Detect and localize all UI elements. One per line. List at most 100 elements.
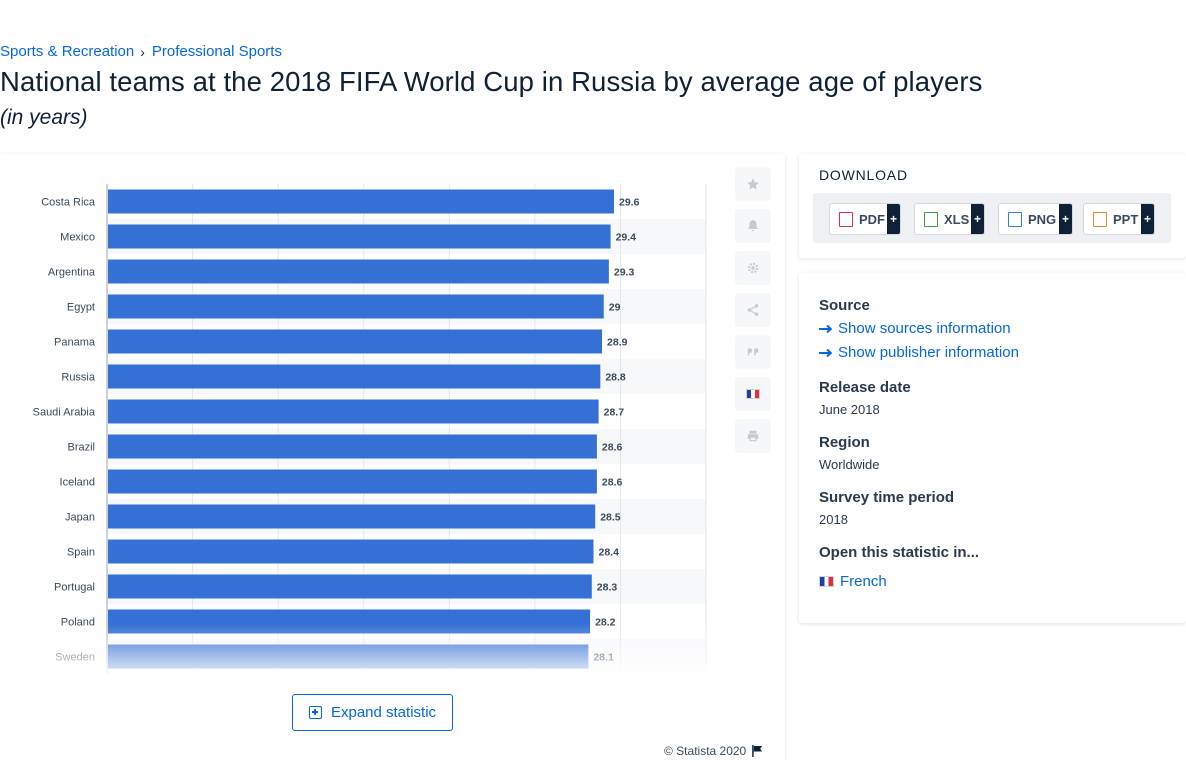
value-label: 29.3 [614,267,635,279]
page-subtitle: (in years) [0,106,88,129]
download-ppt-label: PPT [1113,211,1139,227]
download-ppt-plus[interactable]: + [1141,204,1154,234]
page-title: National teams at the 2018 FIFA World Cu… [0,66,983,97]
bar[interactable] [108,469,597,494]
category-label: Poland [61,617,95,629]
bar[interactable] [108,364,601,389]
share-icon[interactable] [735,293,771,327]
png-icon [1008,211,1022,227]
bar[interactable] [108,259,609,284]
value-label: 29.6 [619,197,640,209]
bell-icon[interactable] [735,209,771,243]
bar[interactable] [108,294,604,319]
download-panel: DOWNLOAD PDF + XLS + PNG + PPT + [799,154,1186,258]
value-label: 28.3 [597,582,618,594]
category-label: Argentina [48,267,96,279]
show-sources-label: Show sources information [838,320,1011,337]
arrow-right-icon [819,324,833,333]
download-ppt-button[interactable]: PPT + [1083,203,1155,235]
bar[interactable] [108,644,589,669]
star-icon[interactable] [735,167,771,201]
download-buttons: PDF + XLS + PNG + PPT + [813,193,1171,243]
open-in-label: Open this statistic in... [819,544,980,561]
category-label: Brazil [67,442,95,454]
bar[interactable] [108,399,599,424]
bar[interactable] [108,574,592,599]
download-xls-label: XLS [944,211,970,227]
flag-report-icon[interactable] [752,745,763,757]
value-label: 28.7 [604,407,625,419]
survey-period-label: Survey time period [819,489,955,506]
statistic-details-panel: Source Show sources information Show pub… [799,273,1186,623]
download-png-plus[interactable]: + [1059,204,1072,234]
bar[interactable] [108,329,603,354]
bar[interactable] [108,224,611,249]
breadcrumb: Sports & Recreation › Professional Sport… [0,43,282,60]
category-label: Saudi Arabia [33,407,96,419]
category-label: Panama [54,337,96,349]
download-xls-plus[interactable]: + [971,204,984,234]
pdf-icon [839,211,853,227]
print-icon[interactable] [735,419,771,453]
value-label: 28.5 [600,512,621,524]
download-png-label: PNG [1028,211,1057,227]
expand-statistic-label: Expand statistic [330,704,437,721]
value-label: 28.9 [607,337,628,349]
gear-icon[interactable] [735,251,771,285]
download-pdf-plus[interactable]: + [887,204,900,234]
download-xls-button[interactable]: XLS + [914,203,985,235]
breadcrumb-professional-sports[interactable]: Professional Sports [151,43,282,60]
region-label: Region [819,434,870,451]
open-french-label: French [840,573,887,590]
bar[interactable] [108,539,594,564]
french-flag-icon[interactable] [735,377,771,411]
source-label: Source [819,297,870,314]
download-png-button[interactable]: PNG + [998,203,1073,235]
expand-plus-icon [308,706,322,719]
value-label: 28.1 [593,652,614,664]
show-sources-link[interactable]: Show sources information [819,320,1011,337]
xls-icon [924,211,938,227]
value-label: 28.8 [605,372,626,384]
value-label: 29 [609,302,621,314]
category-label: Egypt [67,302,95,314]
category-label: Spain [67,547,95,559]
ppt-icon [1093,211,1107,227]
chart-toolbar [735,167,773,461]
quote-icon[interactable] [735,335,771,369]
show-publisher-link[interactable]: Show publisher information [819,344,1019,361]
value-label: 28.6 [602,477,623,489]
category-label: Portugal [54,582,95,594]
french-flag-icon [819,576,834,587]
category-label: Iceland [60,477,95,489]
value-label: 28.2 [595,617,616,629]
release-date-value: June 2018 [819,402,880,417]
category-label: Costa Rica [41,197,96,209]
copyright-text: © Statista 2020 [664,744,747,758]
category-label: Russia [61,372,96,384]
expand-statistic-button[interactable]: Expand statistic [292,694,453,731]
copyright: © Statista 2020 [664,744,763,758]
bar[interactable] [108,189,614,214]
category-label: Sweden [55,652,95,664]
value-label: 28.4 [598,547,619,559]
value-label: 29.4 [616,232,637,244]
category-label: Mexico [60,232,95,244]
open-french-link[interactable]: French [819,573,887,590]
category-label: Japan [65,512,95,524]
breadcrumb-separator: › [140,43,145,60]
download-title: DOWNLOAD [819,167,908,183]
download-pdf-button[interactable]: PDF + [829,203,901,235]
show-publisher-label: Show publisher information [838,344,1019,361]
survey-period-value: 2018 [819,512,848,527]
chart-card: Costa Rica 29.6 Mexico 29.4 Argentina 29.3 Egy… [0,154,785,760]
bar-chart: Costa Rica 29.6 Mexico 29.4 Argentina 29.3 Egy… [33,184,707,674]
bar[interactable] [108,434,597,459]
bar[interactable] [108,609,591,634]
bar[interactable] [108,504,596,529]
download-pdf-label: PDF [859,211,885,227]
value-label: 28.6 [602,442,623,454]
breadcrumb-sports-recreation[interactable]: Sports & Recreation [0,43,135,60]
arrow-right-icon [819,348,833,357]
release-date-label: Release date [819,379,911,396]
